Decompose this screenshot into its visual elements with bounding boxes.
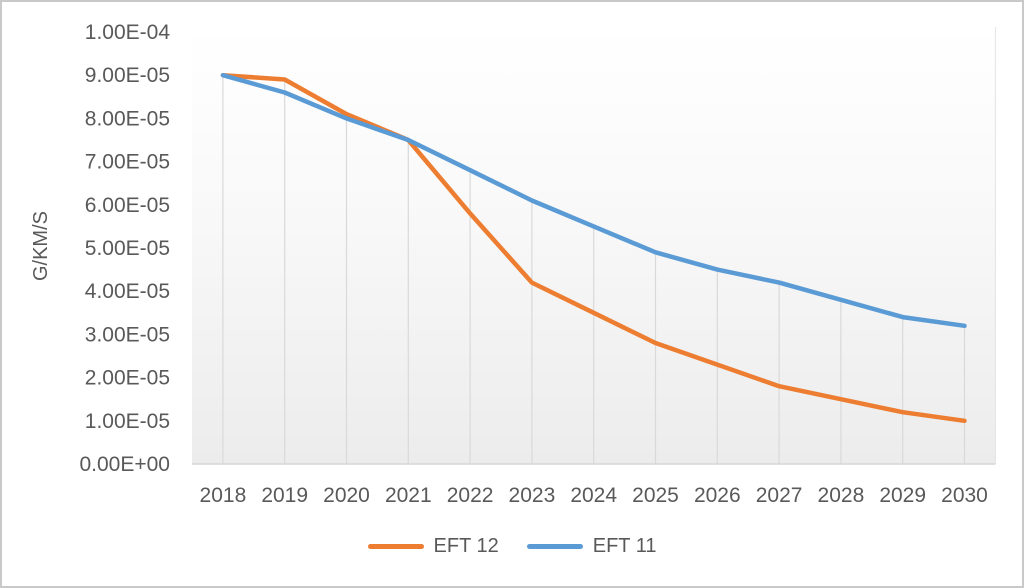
y-tick-label: 6.00E-05 bbox=[85, 194, 170, 217]
x-tick-label: 2022 bbox=[447, 484, 494, 507]
x-tick-label: 2019 bbox=[261, 484, 308, 507]
legend-item-eft-11: EFT 11 bbox=[526, 535, 657, 557]
series-line-eft-12 bbox=[220, 72, 967, 424]
y-tick-label: 0.00E+00 bbox=[79, 453, 170, 476]
y-tick-label: 2.00E-05 bbox=[85, 367, 170, 390]
chart-legend: EFT 12 EFT 11 bbox=[2, 536, 1022, 556]
y-tick-label: 4.00E-05 bbox=[85, 280, 170, 303]
x-tick-label: 2024 bbox=[570, 484, 617, 507]
y-tick-label: 8.00E-05 bbox=[85, 107, 170, 130]
y-tick-label: 5.00E-05 bbox=[85, 237, 170, 260]
y-tick-label: 3.00E-05 bbox=[85, 323, 170, 346]
x-tick-label: 2030 bbox=[941, 484, 988, 507]
y-tick-label: 7.00E-05 bbox=[85, 151, 170, 174]
y-axis-title: G/KM/S bbox=[30, 211, 52, 281]
x-tick-label: 2018 bbox=[200, 484, 247, 507]
legend-item-eft-12: EFT 12 bbox=[367, 535, 499, 557]
x-tick-label: 2023 bbox=[509, 484, 556, 507]
y-tick-label: 9.00E-05 bbox=[85, 64, 170, 87]
x-tick-label: 2026 bbox=[694, 484, 741, 507]
x-tick-label: 2028 bbox=[818, 484, 865, 507]
legend-label: EFT 12 bbox=[433, 535, 499, 557]
legend-line-swatch bbox=[526, 543, 583, 549]
x-tick-label: 2020 bbox=[323, 484, 370, 507]
x-tick-label: 2021 bbox=[385, 484, 432, 507]
x-tick-label: 2027 bbox=[756, 484, 803, 507]
x-tick-label: 2029 bbox=[879, 484, 926, 507]
x-tick-label: 2025 bbox=[632, 484, 679, 507]
y-tick-label: 1.00E-05 bbox=[85, 410, 170, 433]
y-tick-label: 1.00E-04 bbox=[85, 21, 171, 44]
legend-label: EFT 11 bbox=[592, 535, 657, 557]
series-line-eft-11 bbox=[220, 72, 967, 329]
legend-line-swatch bbox=[367, 543, 424, 549]
